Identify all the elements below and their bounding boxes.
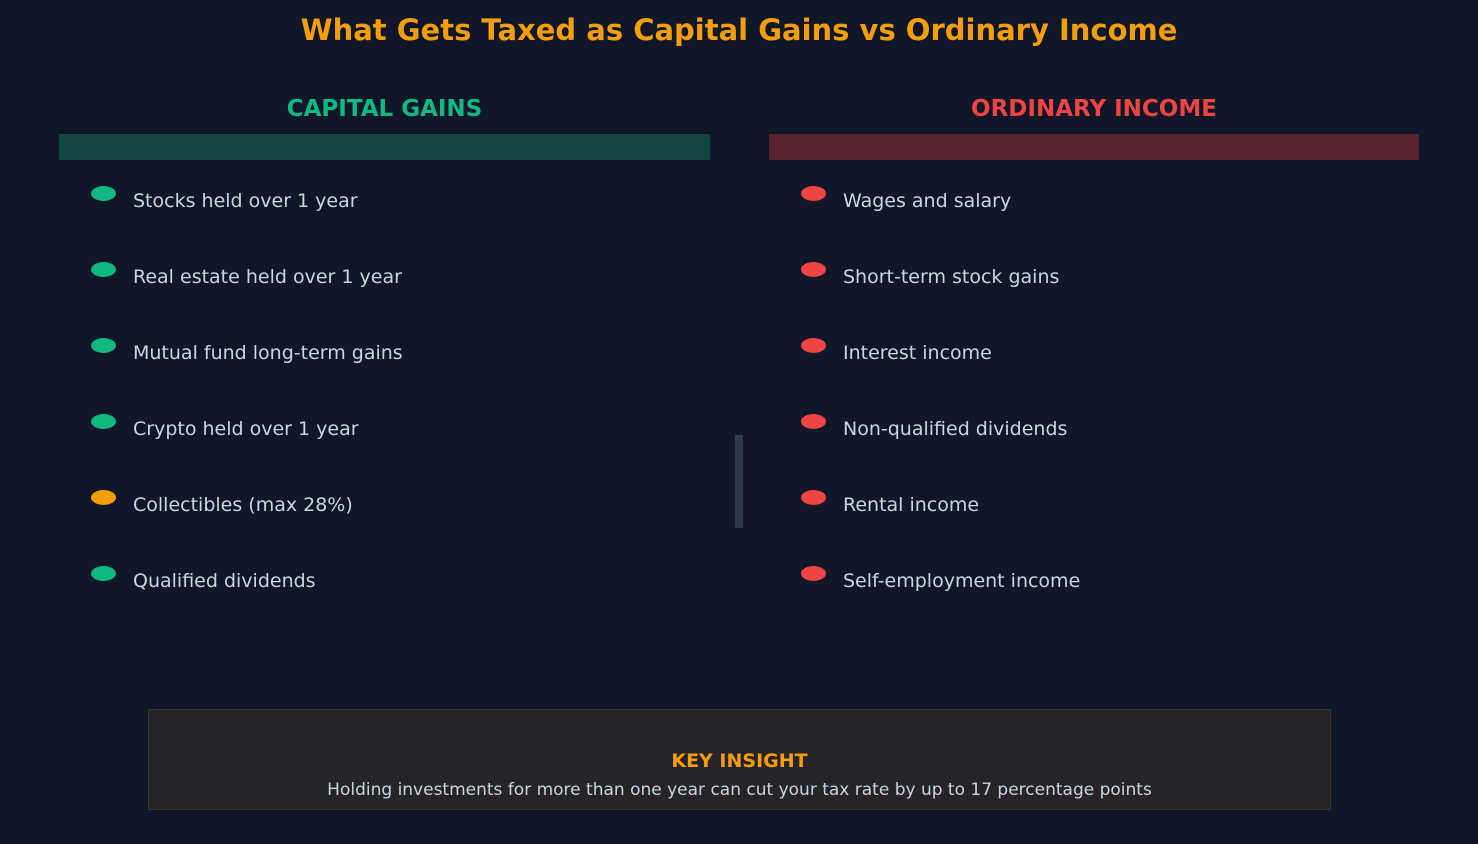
capital-gains-item-label: Crypto held over 1 year: [133, 418, 359, 440]
capital-gains-item-label: Collectibles (max 28%): [133, 494, 353, 516]
ordinary-income-item-label: Rental income: [843, 494, 980, 516]
ordinary-income-item-label: Non-qualified dividends: [843, 418, 1068, 440]
ordinary-income-heading: ORDINARY INCOME: [971, 96, 1217, 122]
key-insight-text: Holding investments for more than one ye…: [327, 780, 1152, 800]
capital-gains-header-bar: [59, 134, 710, 160]
capital-gains-item-label: Real estate held over 1 year: [133, 266, 402, 288]
ordinary-income-item-label: Wages and salary: [843, 190, 1012, 212]
bullet-dot-icon: [91, 566, 116, 581]
capital-gains-item-label: Stocks held over 1 year: [133, 190, 358, 212]
bullet-dot-icon: [91, 414, 116, 429]
bullet-dot-icon: [801, 186, 826, 201]
ordinary-income-item-label: Self-employment income: [843, 570, 1081, 592]
bullet-dot-icon: [801, 490, 826, 505]
capital-gains-item-label: Qualified dividends: [133, 570, 316, 592]
bullet-dot-icon: [91, 262, 116, 277]
key-insight-title: KEY INSIGHT: [671, 750, 808, 772]
ordinary-income-item-label: Interest income: [843, 342, 992, 364]
capital-gains-item-label: Mutual fund long-term gains: [133, 342, 403, 364]
key-insight-box: KEY INSIGHT Holding investments for more…: [148, 709, 1331, 810]
bullet-dot-icon: [801, 414, 826, 429]
column-divider: [735, 435, 743, 528]
bullet-dot-icon: [801, 566, 826, 581]
page-title: What Gets Taxed as Capital Gains vs Ordi…: [300, 13, 1178, 47]
bullet-dot-icon: [801, 338, 826, 353]
bullet-dot-icon: [91, 338, 116, 353]
ordinary-income-item-label: Short-term stock gains: [843, 266, 1060, 288]
bullet-dot-icon: [91, 186, 116, 201]
capital-gains-heading: CAPITAL GAINS: [286, 96, 483, 122]
ordinary-income-header-bar: [769, 134, 1419, 160]
bullet-dot-icon: [801, 262, 826, 277]
bullet-dot-icon: [91, 490, 116, 505]
